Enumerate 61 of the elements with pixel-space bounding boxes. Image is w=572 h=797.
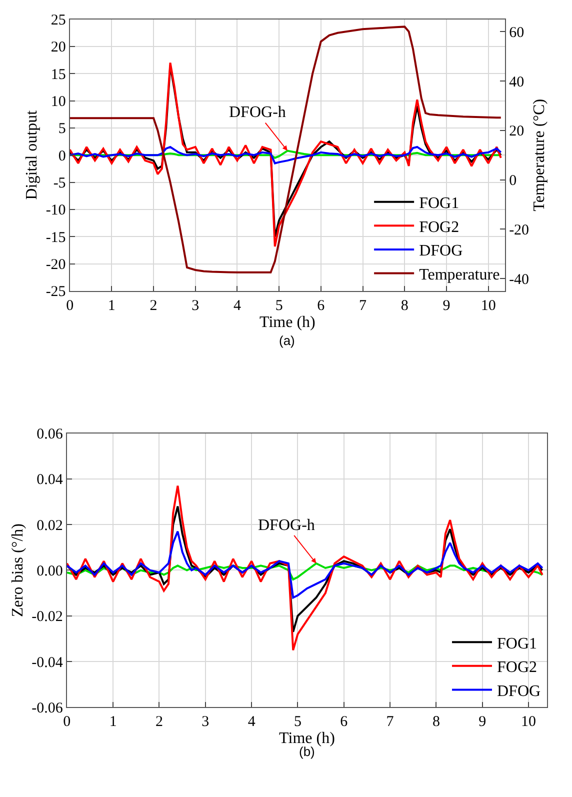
y-tick-label: -0.02 [32,609,63,626]
x-tick-label: 8 [432,714,440,730]
x-tick-label: 4 [233,298,242,314]
x-tick-label: 6 [317,298,326,314]
y2-axis-title: Temperature (°C) [530,98,548,212]
x-tick-label: 10 [521,714,536,730]
x-tick-label: 9 [442,298,450,314]
x-tick-label: 10 [480,298,496,314]
y2-tick-label: -20 [509,222,530,238]
x-tick-label: 2 [156,714,163,730]
x-axis-title: Time (h) [260,314,316,331]
line-series [66,484,544,652]
y-tick-label: 25 [50,12,66,29]
y-tick-label: 5 [58,121,66,138]
y2-tick-label: -40 [509,272,530,288]
x-tick-label: 9 [478,714,486,730]
y-tick-label: 0.00 [36,563,63,580]
y-tick-label: 15 [50,66,66,83]
x-tick-label: 3 [192,298,200,314]
y-tick-label: -20 [46,257,66,274]
y-tick-label: 0.04 [36,472,64,488]
y-tick-label: -15 [46,230,66,246]
y-tick-label: -0.06 [32,700,64,716]
x-tick-label: 5 [275,298,283,314]
annotation: DFOG-h [229,104,286,121]
y2-tick-label: 0 [509,173,517,190]
x-tick-label: 5 [294,714,302,730]
x-tick-label: 7 [386,714,394,730]
legend-label: FOG1 [497,635,538,652]
y-tick-label: -10 [46,202,66,219]
annotation: DFOG-h [258,517,315,534]
x-tick-label: 1 [109,714,117,730]
y-tick-label: 0 [58,148,66,164]
legend-label: FOG2 [419,218,460,236]
y-tick-label: -25 [46,284,66,300]
x-tick-label: 2 [150,298,158,314]
y2-tick-label: 40 [509,74,524,90]
legend-label: DFOG [497,682,542,700]
x-tick-label: 3 [202,714,210,730]
y-tick-label: 10 [50,94,66,110]
y-tick-label: -0.04 [32,654,64,671]
line-series [66,530,544,599]
y-tick-label: 20 [50,40,66,56]
x-tick-label: 7 [359,298,368,314]
line-series [70,146,502,164]
legend-label: FOG2 [497,659,538,676]
y-tick-label: 0.02 [36,518,63,534]
legend-label: Temperature [419,266,500,284]
text: (a) [279,333,295,348]
legend-label: DFOG [419,242,464,260]
y-axis-title: Zero bias (°/h) [10,524,27,617]
y-tick-label: 0.06 [36,426,64,443]
y2-tick-label: 60 [509,24,524,41]
legend-label: FOG1 [419,195,460,212]
y-axis-title: Digital output [24,110,41,200]
x-tick-label: 1 [108,298,116,314]
x-tick-label: 4 [248,714,256,730]
y-tick-label: -5 [53,176,66,192]
x-tick-label: 8 [400,298,408,314]
y2-tick-label: 20 [509,124,524,140]
x-tick-label: 6 [340,714,348,730]
